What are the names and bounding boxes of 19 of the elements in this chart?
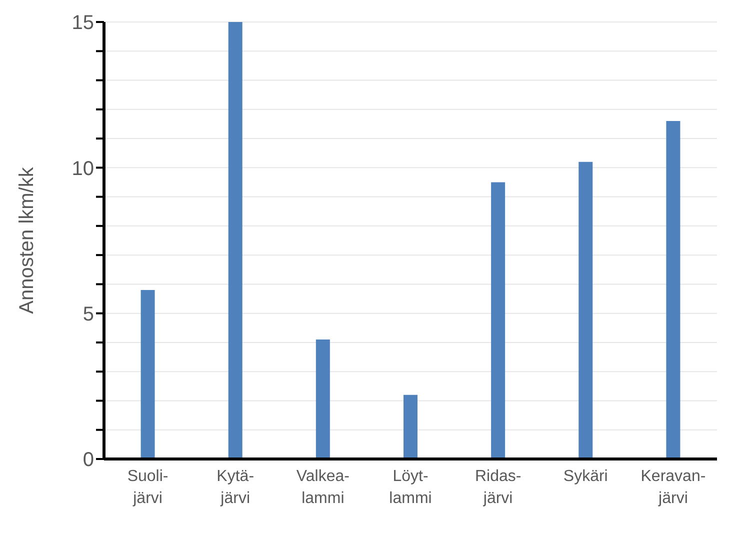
y-tick-label: 5 (82, 303, 94, 326)
y-tick-label: 15 (72, 12, 94, 34)
bar (403, 394, 418, 459)
y-tick-label: 0 (82, 449, 94, 472)
x-tick-label: Ridas- järvi (474, 468, 522, 507)
bar (140, 290, 155, 459)
bar (666, 121, 680, 459)
x-tick-label: Löyt- lammi (389, 468, 432, 507)
bar (491, 182, 506, 459)
x-tick-label: Sykäri (563, 468, 608, 485)
x-tick-label: Keravan- järvi (640, 468, 706, 507)
bar (316, 340, 330, 459)
x-tick-label: Suoli- järvi (127, 468, 168, 507)
x-tick-label: Kytä- järvi (216, 468, 254, 507)
x-tick-label: Valkea- lammi (296, 468, 350, 507)
y-axis-title: Annosten lkm/kk (16, 166, 38, 314)
bar (228, 22, 242, 459)
y-tick-label: 10 (72, 158, 94, 180)
bar (578, 162, 593, 459)
